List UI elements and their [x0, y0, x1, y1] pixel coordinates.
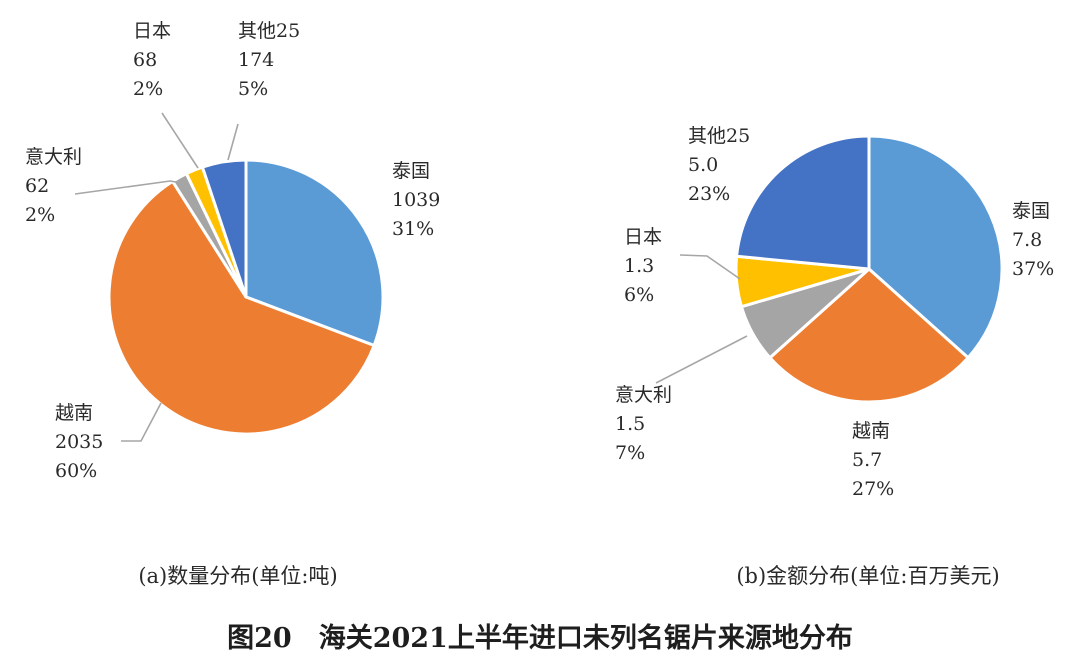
data-label-thailand: 泰国 7.8 37%: [1012, 200, 1054, 280]
leader-line-italy: [655, 335, 748, 384]
label-percent-italy: 7%: [615, 442, 645, 464]
pie-slice-thailand: [867, 134, 1004, 360]
data-label-thailand: 泰国 1039 31%: [392, 160, 440, 240]
label-value-thailand: 1039: [392, 189, 440, 211]
data-label-vietnam: 越南 2035 60%: [55, 402, 103, 482]
data-label-others: 其他25 5.0 23%: [688, 125, 750, 205]
label-percent-others: 23%: [688, 183, 730, 205]
data-label-italy: 意大利 1.5 7%: [615, 384, 672, 464]
pie-slice-others: [200, 158, 248, 299]
label-name-japan: 日本: [624, 226, 662, 248]
label-percent-vietnam: 27%: [852, 478, 894, 500]
label-name-vietnam: 越南: [55, 402, 93, 424]
label-name-others: 其他25: [688, 125, 750, 147]
data-label-japan: 日本 68 2%: [133, 20, 171, 100]
subtitle-quantity: (a)数量分布(单位:吨): [138, 564, 337, 588]
label-name-thailand: 泰国: [1012, 200, 1050, 222]
label-value-italy: 1.5: [615, 413, 645, 435]
data-label-italy: 意大利 62 2%: [25, 146, 82, 226]
label-name-others: 其他25: [238, 20, 300, 42]
label-percent-japan: 6%: [624, 284, 654, 306]
data-label-others: 其他25 174 5%: [238, 20, 300, 100]
pie-slice-vietnam: [107, 179, 376, 436]
label-value-others: 174: [238, 49, 274, 71]
figure-caption: 图20 海关2021上半年进口未列名锯片来源地分布: [227, 622, 853, 654]
label-value-thailand: 7.8: [1012, 229, 1042, 251]
pie-slice-others: [735, 134, 871, 271]
pie-chart-amount: [734, 134, 1004, 404]
label-percent-italy: 2%: [25, 204, 55, 226]
label-value-vietnam: 5.7: [852, 449, 882, 471]
label-value-japan: 1.3: [624, 255, 654, 277]
leader-line-vietnam: [121, 402, 162, 442]
data-label-vietnam: 越南 5.7 27%: [852, 420, 894, 500]
label-name-italy: 意大利: [25, 146, 82, 168]
label-percent-japan: 2%: [133, 78, 163, 100]
label-name-thailand: 泰国: [392, 160, 430, 182]
pie-slice-thailand: [244, 158, 385, 347]
label-value-italy: 62: [25, 175, 49, 197]
label-percent-thailand: 31%: [392, 218, 434, 240]
pie-labels-amount: 泰国 7.8 37% 越南 5.7 27% 意大利 1.5 7% 日本 1.3 6% 其他25 5.0 23…: [615, 125, 1054, 500]
leader-line-japan: [679, 254, 741, 280]
pie-chart-quantity: [107, 158, 385, 436]
leader-line-italy: [74, 180, 183, 195]
label-percent-vietnam: 60%: [55, 460, 97, 482]
label-percent-others: 5%: [238, 78, 268, 100]
leader-line-others: [227, 123, 239, 161]
label-value-others: 5.0: [688, 154, 718, 176]
pie-slice-vietnam: [768, 267, 970, 404]
leader-line-japan: [161, 112, 199, 169]
subtitle-amount: (b)金额分布(单位:百万美元): [736, 564, 999, 588]
pie-labels-quantity: 泰国 1039 31% 越南 2035 60% 意大利 62 2% 日本 68 2% 其他25 174 5%: [25, 20, 440, 482]
label-percent-thailand: 37%: [1012, 258, 1054, 280]
label-name-japan: 日本: [133, 20, 171, 42]
label-name-italy: 意大利: [615, 384, 672, 406]
label-value-japan: 68: [133, 49, 157, 71]
data-label-japan: 日本 1.3 6%: [624, 226, 662, 306]
label-value-vietnam: 2035: [55, 431, 103, 453]
label-name-vietnam: 越南: [852, 420, 890, 442]
